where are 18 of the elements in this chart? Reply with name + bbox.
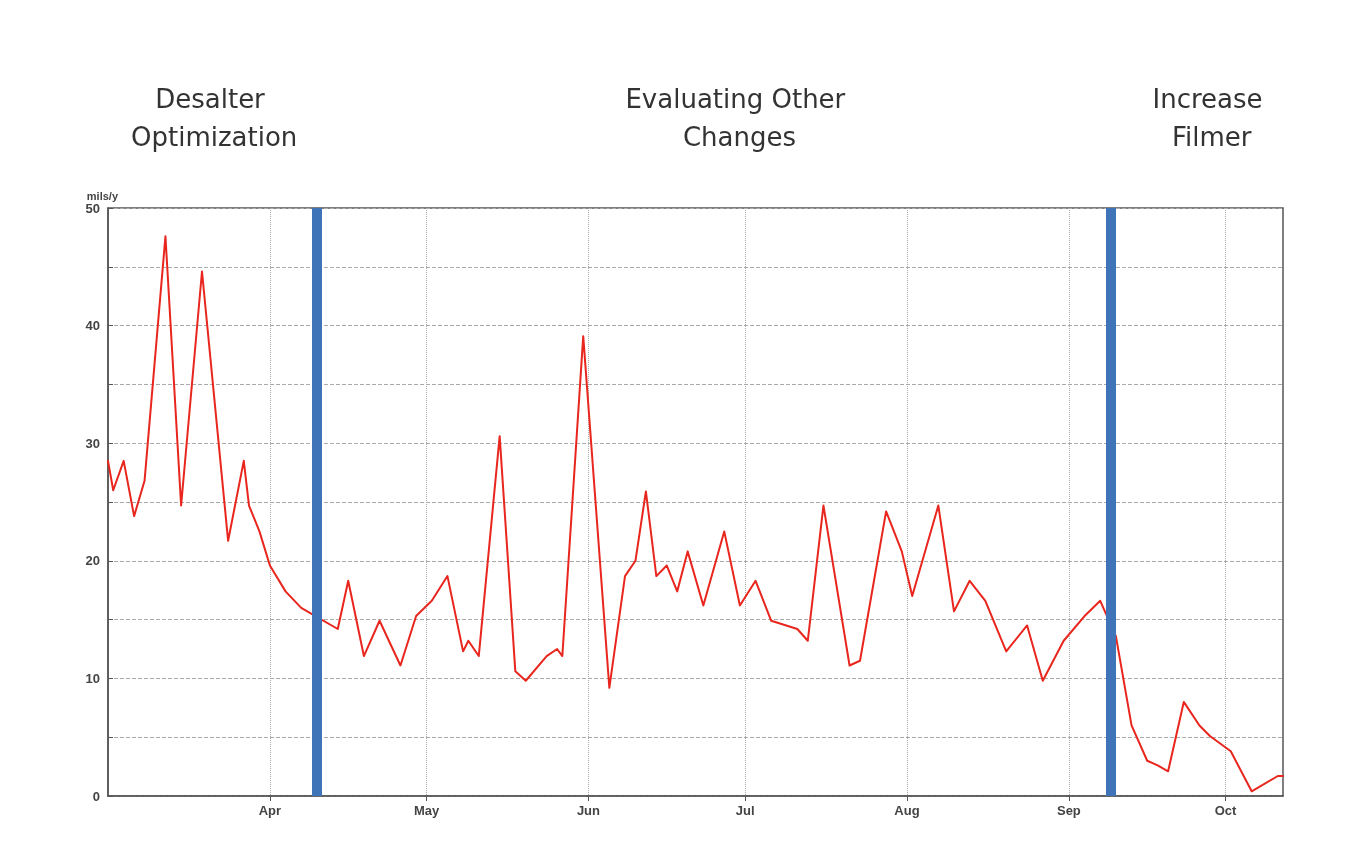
y-tick-label: 10 xyxy=(85,670,100,686)
x-tick-label: Apr xyxy=(258,803,282,818)
y-tick-label: 40 xyxy=(85,318,100,334)
x-tick-label: Aug xyxy=(894,803,920,818)
y-axis-title: mils/y xyxy=(86,190,119,203)
x-tick-label: Jul xyxy=(735,803,755,818)
x-tick-label: Jun xyxy=(576,803,601,818)
text: Evaluating Other Changes xyxy=(625,84,854,152)
x-tick-label: Sep xyxy=(1056,803,1081,818)
y-tick-label: 0 xyxy=(92,788,100,804)
x-tick-label: Oct xyxy=(1214,803,1238,818)
y-tick-label: 50 xyxy=(85,200,100,216)
text: Desalter Optimization xyxy=(130,84,298,152)
x-tick-label: May xyxy=(413,803,440,818)
y-tick-label: 20 xyxy=(85,553,100,569)
text: Increase Filmer xyxy=(1152,84,1271,152)
y-tick-label: 30 xyxy=(85,435,100,451)
line-series xyxy=(107,235,1284,793)
